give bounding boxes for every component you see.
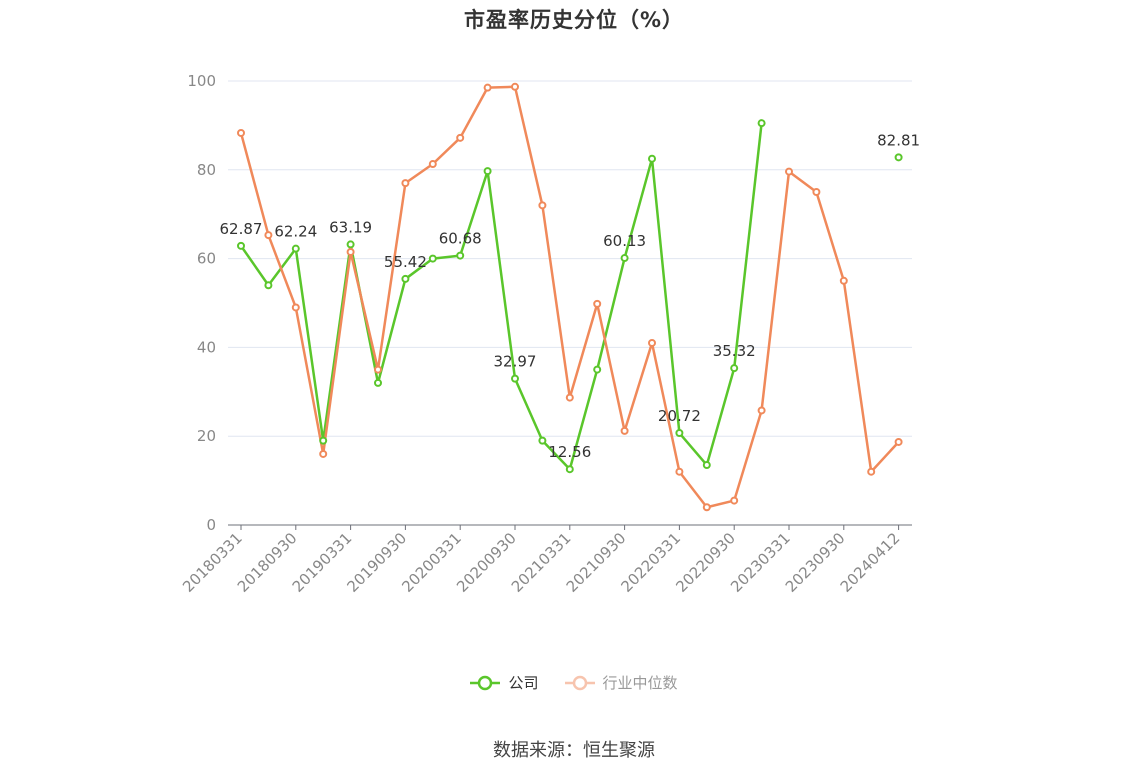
chart-title: 市盈率历史分位（%） <box>463 8 685 32</box>
data-point-company[interactable] <box>291 244 300 253</box>
data-point-company[interactable] <box>456 251 465 260</box>
y-tick-label: 40 <box>197 338 216 356</box>
data-point-industry[interactable] <box>428 160 437 169</box>
data-point-company[interactable] <box>538 436 547 445</box>
data-point-industry[interactable] <box>374 365 382 374</box>
data-point-company[interactable] <box>757 119 766 128</box>
data-point-company[interactable] <box>483 167 492 176</box>
data-label: 32.97 <box>494 353 537 371</box>
data-point-industry[interactable] <box>675 467 684 476</box>
data-point-industry[interactable] <box>867 467 876 476</box>
data-point-industry[interactable] <box>702 503 711 512</box>
data-point-company[interactable] <box>264 281 273 290</box>
legend-label-company: 公司 <box>508 674 539 692</box>
legend-item-company[interactable]: 公司 <box>470 672 539 693</box>
data-point-industry[interactable] <box>757 406 766 415</box>
data-point-company[interactable] <box>565 465 574 474</box>
data-point-industry[interactable] <box>894 437 903 446</box>
data-point-industry[interactable] <box>593 299 602 308</box>
data-label: 62.24 <box>274 223 317 241</box>
data-label: 60.13 <box>603 232 646 250</box>
data-point-company[interactable] <box>894 153 903 162</box>
data-point-company[interactable] <box>237 241 245 250</box>
legend: 公司 行业中位数 <box>0 672 1148 693</box>
y-tick-label: 80 <box>197 161 216 179</box>
data-point-industry[interactable] <box>648 338 656 347</box>
data-point-company[interactable] <box>319 436 328 445</box>
data-point-company[interactable] <box>374 378 382 387</box>
data-point-industry[interactable] <box>730 496 739 505</box>
data-point-industry[interactable] <box>538 201 547 210</box>
data-source-note: 数据来源：恒生聚源 <box>493 740 655 761</box>
data-point-company[interactable] <box>428 254 437 263</box>
data-point-company[interactable] <box>675 429 684 438</box>
data-point-industry[interactable] <box>346 247 355 256</box>
data-label: 60.68 <box>439 230 482 248</box>
legend-label-industry: 行业中位数 <box>602 674 678 692</box>
data-point-company[interactable] <box>593 365 602 374</box>
data-label: 63.19 <box>329 218 372 236</box>
data-point-industry[interactable] <box>237 128 245 137</box>
line-chart: 0204060801002018033120180930201903312019… <box>179 72 920 596</box>
data-label: 55.42 <box>384 253 427 271</box>
data-point-company[interactable] <box>648 154 656 163</box>
data-label: 35.32 <box>713 342 756 360</box>
series-line-company <box>239 123 763 471</box>
legend-line-circle-icon <box>470 675 501 690</box>
data-point-industry[interactable] <box>620 426 629 435</box>
data-point-industry[interactable] <box>401 179 410 188</box>
y-tick-label: 100 <box>187 72 216 90</box>
data-label: 82.81 <box>877 131 920 149</box>
data-point-industry[interactable] <box>565 393 574 402</box>
data-point-industry[interactable] <box>812 188 821 196</box>
data-point-industry[interactable] <box>291 303 300 312</box>
y-tick-label: 20 <box>197 427 216 445</box>
y-tick-label: 0 <box>206 516 216 534</box>
data-point-company[interactable] <box>401 274 410 283</box>
data-label: 12.56 <box>548 443 591 461</box>
data-point-company[interactable] <box>620 254 629 263</box>
data-point-company[interactable] <box>730 364 739 373</box>
data-point-industry[interactable] <box>483 83 492 92</box>
data-label: 62.87 <box>220 220 263 238</box>
x-tick-label: 20240412 <box>837 529 904 596</box>
data-point-company[interactable] <box>346 240 355 249</box>
data-point-industry[interactable] <box>839 276 848 285</box>
data-label: 20.72 <box>658 407 701 425</box>
data-point-industry[interactable] <box>456 133 465 142</box>
data-point-industry[interactable] <box>785 167 793 176</box>
data-point-industry[interactable] <box>511 82 519 91</box>
legend-item-industry[interactable]: 行业中位数 <box>564 672 678 693</box>
y-tick-label: 60 <box>197 250 216 268</box>
data-point-industry[interactable] <box>319 449 328 458</box>
data-point-company[interactable] <box>702 461 711 470</box>
data-point-industry[interactable] <box>264 231 273 240</box>
data-point-company[interactable] <box>511 374 519 383</box>
legend-line-circle-icon <box>564 675 595 690</box>
